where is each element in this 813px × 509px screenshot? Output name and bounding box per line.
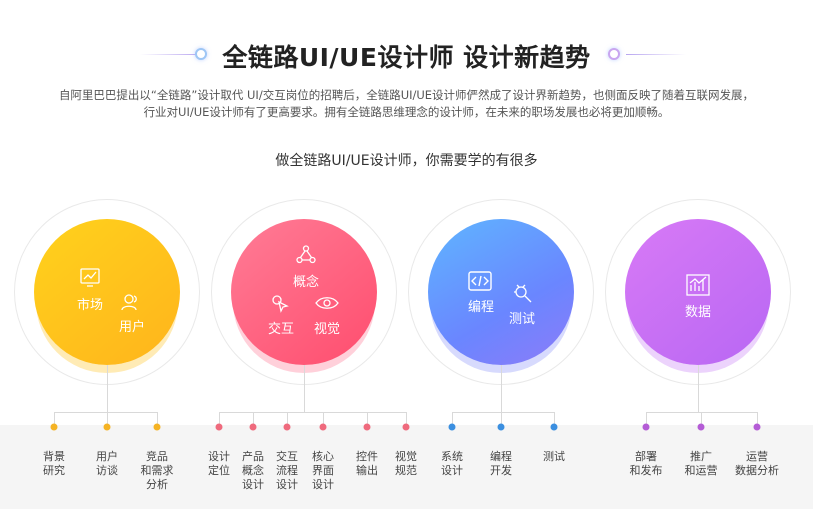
node-dot bbox=[497, 423, 505, 431]
subitem-design-positioning: 设计 定位 bbox=[208, 450, 230, 477]
subitem-product-concept: 产品 概念 设计 bbox=[242, 450, 264, 491]
node-dot bbox=[153, 423, 161, 431]
section-subtitle: 做全链路UI/UE设计师，你需要学的有很多 bbox=[275, 153, 538, 169]
circle-label-concept: 概念 bbox=[292, 275, 320, 290]
intro-line-2: 行业对UI/UE设计师有了更高要求。拥有全链路思维理念的设计师，在未来的职场发展… bbox=[143, 105, 670, 119]
connector-drop bbox=[501, 412, 502, 427]
subitem-core-interface: 核心 界面 设计 bbox=[312, 450, 334, 491]
connector-drop bbox=[367, 412, 368, 427]
connector-bar-dev bbox=[452, 412, 555, 413]
connector-stem-dev bbox=[501, 365, 502, 412]
visual-eye-icon bbox=[315, 296, 339, 310]
circle-dev[interactable]: 编程 测试 bbox=[428, 219, 574, 365]
subitem-control-output: 控件 输出 bbox=[356, 450, 378, 477]
subitem-ops-data-analysis: 运营 数据分析 bbox=[735, 450, 779, 477]
connector-drop bbox=[757, 412, 758, 427]
title-deco-dot-right bbox=[608, 48, 620, 60]
connector-drop bbox=[646, 412, 647, 427]
connector-bar-design bbox=[219, 412, 406, 413]
circle-data[interactable]: 数据 bbox=[625, 219, 771, 365]
node-dot bbox=[215, 423, 223, 431]
subitem-user-interview: 用户 访谈 bbox=[96, 450, 118, 477]
connector-drop bbox=[157, 412, 158, 427]
node-dot bbox=[249, 423, 257, 431]
title-deco-line-right bbox=[626, 54, 686, 55]
node-dot bbox=[363, 423, 371, 431]
subitem-interaction-flow: 交互 流程 设计 bbox=[276, 450, 298, 491]
subitem-deploy-release: 部署 和发布 bbox=[629, 450, 663, 477]
intro-line-1: 自阿里巴巴提出以“全链路”设计取代 UI/交互岗位的招聘后，全链路UI/UE设计… bbox=[58, 88, 755, 102]
connector-stem-design bbox=[304, 365, 305, 412]
intro-paragraph: 自阿里巴巴提出以“全链路”设计取代 UI/交互岗位的招聘后，全链路UI/UE设计… bbox=[30, 87, 783, 121]
node-dot bbox=[103, 423, 111, 431]
connector-drop bbox=[323, 412, 324, 427]
connector-drop bbox=[701, 412, 702, 427]
page-title: 全链路UI/UE设计师 设计新趋势 bbox=[222, 43, 591, 72]
subitem-system-design: 系统 设计 bbox=[441, 450, 463, 477]
node-dot bbox=[753, 423, 761, 431]
data-chart-icon bbox=[686, 274, 710, 296]
connector-drop bbox=[406, 412, 407, 427]
test-icon bbox=[511, 283, 533, 303]
node-dot bbox=[402, 423, 410, 431]
circle-label-interaction: 交互 bbox=[267, 322, 295, 337]
subitem-development: 编程 开发 bbox=[490, 450, 512, 477]
circle-label-market: 市场 bbox=[76, 298, 104, 313]
circle-label-testing: 测试 bbox=[508, 312, 536, 327]
interaction-icon bbox=[270, 293, 290, 313]
subitem-promotion-ops: 推广 和运营 bbox=[684, 450, 718, 477]
subitem-competitor-analysis: 竞品 和需求 分析 bbox=[140, 450, 174, 491]
connector-stem-market bbox=[107, 365, 108, 412]
code-icon bbox=[468, 271, 492, 291]
circle-label-coding: 编程 bbox=[467, 300, 495, 315]
node-dot bbox=[283, 423, 291, 431]
connector-drop bbox=[219, 412, 220, 427]
subitem-visual-spec: 视觉 规范 bbox=[395, 450, 417, 477]
connector-drop bbox=[287, 412, 288, 427]
title-row: 全链路UI/UE设计师 设计新趋势 bbox=[0, 36, 813, 76]
connector-bar-market bbox=[54, 412, 158, 413]
connector-drop bbox=[253, 412, 254, 427]
node-dot bbox=[50, 423, 58, 431]
connector-bar-data bbox=[646, 412, 758, 413]
circle-label-visual: 视觉 bbox=[313, 322, 341, 337]
market-icon bbox=[79, 267, 101, 287]
circle-design[interactable]: 概念 交互 视觉 bbox=[231, 219, 377, 365]
node-dot bbox=[642, 423, 650, 431]
title-deco-line-left bbox=[140, 54, 200, 55]
circle-market[interactable]: 市场 用户 bbox=[34, 219, 180, 365]
connector-drop bbox=[107, 412, 108, 427]
bottom-band bbox=[0, 425, 813, 509]
subitem-background-research: 背景 研究 bbox=[43, 450, 65, 477]
node-dot bbox=[319, 423, 327, 431]
connector-stem-data bbox=[698, 365, 699, 412]
circle-label-data: 数据 bbox=[684, 305, 712, 320]
subitem-testing: 测试 bbox=[543, 450, 565, 463]
connector-drop bbox=[554, 412, 555, 427]
connector-drop bbox=[54, 412, 55, 427]
title-deco-dot-left bbox=[195, 48, 207, 60]
circle-label-user: 用户 bbox=[118, 320, 146, 335]
node-dot bbox=[448, 423, 456, 431]
node-dot bbox=[550, 423, 558, 431]
node-dot bbox=[697, 423, 705, 431]
concept-icon bbox=[296, 245, 316, 265]
user-icon bbox=[120, 293, 140, 311]
connector-drop bbox=[452, 412, 453, 427]
